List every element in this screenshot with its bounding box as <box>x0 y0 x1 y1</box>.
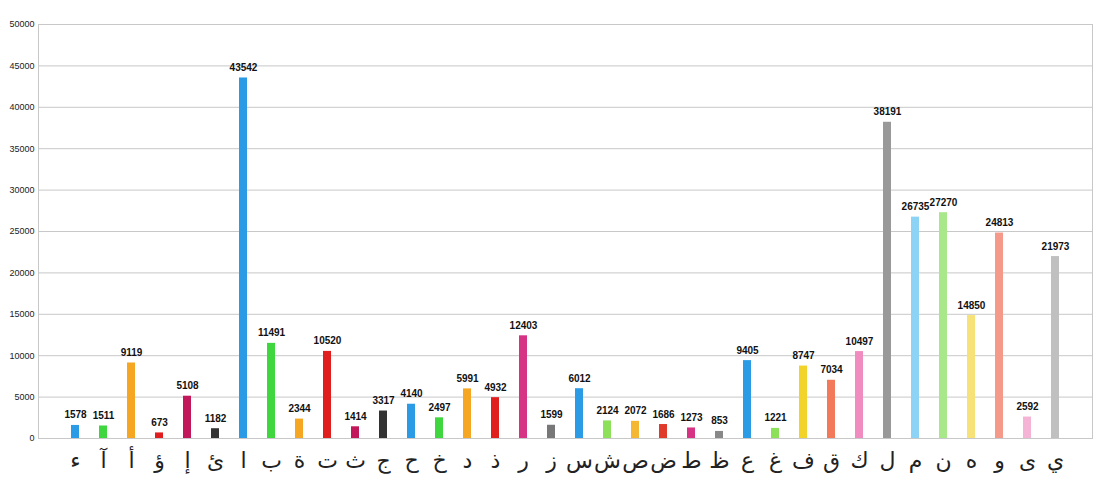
svg-text:43542: 43542 <box>230 62 258 73</box>
svg-text:و: و <box>993 448 1005 473</box>
svg-text:1273: 1273 <box>680 412 703 423</box>
svg-text:2592: 2592 <box>1016 401 1039 412</box>
svg-text:20000: 20000 <box>9 268 34 278</box>
svg-text:11491: 11491 <box>258 327 286 338</box>
svg-text:آ: آ <box>99 447 107 473</box>
svg-text:9119: 9119 <box>121 347 143 358</box>
svg-text:1414: 1414 <box>344 411 367 422</box>
svg-text:7034: 7034 <box>820 364 843 375</box>
svg-text:24813: 24813 <box>986 217 1014 228</box>
svg-text:38191: 38191 <box>874 106 902 117</box>
svg-text:ر: ر <box>517 448 529 473</box>
svg-text:ظ: ظ <box>709 448 729 473</box>
svg-text:21973: 21973 <box>1042 241 1070 252</box>
svg-text:ي: ي <box>1047 448 1064 473</box>
svg-text:2497: 2497 <box>428 402 451 413</box>
svg-text:ع: ع <box>741 448 754 473</box>
svg-text:6012: 6012 <box>568 373 591 384</box>
svg-text:ب: ب <box>261 448 282 473</box>
svg-text:0: 0 <box>29 433 34 443</box>
svg-text:10520: 10520 <box>314 335 342 346</box>
svg-text:خ: خ <box>432 448 447 473</box>
svg-text:15000: 15000 <box>9 309 34 319</box>
svg-text:45000: 45000 <box>9 61 34 71</box>
svg-text:2124: 2124 <box>596 405 619 416</box>
svg-text:ط: ط <box>681 448 701 473</box>
svg-text:9405: 9405 <box>736 345 759 356</box>
svg-text:غ: غ <box>769 448 782 473</box>
svg-text:1686: 1686 <box>652 409 675 420</box>
svg-text:ص: ص <box>622 448 649 474</box>
svg-text:12403: 12403 <box>510 320 538 331</box>
svg-text:إ: إ <box>184 448 190 474</box>
svg-text:2072: 2072 <box>624 405 647 416</box>
svg-text:ك: ك <box>850 448 868 473</box>
svg-text:673: 673 <box>151 417 168 428</box>
svg-text:14850: 14850 <box>958 300 986 311</box>
svg-text:د: د <box>463 448 473 473</box>
svg-text:25000: 25000 <box>9 226 34 236</box>
svg-text:5000: 5000 <box>14 392 34 402</box>
svg-text:س: س <box>566 448 593 474</box>
svg-text:ح: ح <box>404 448 419 473</box>
svg-text:ن: ن <box>935 448 951 473</box>
svg-text:ث: ث <box>345 448 366 473</box>
svg-text:5991: 5991 <box>456 373 479 384</box>
svg-text:ه: ه <box>966 448 978 473</box>
svg-text:ل: ل <box>880 448 896 473</box>
svg-text:ف: ف <box>792 448 815 473</box>
svg-text:1182: 1182 <box>205 413 227 424</box>
svg-text:2344: 2344 <box>288 403 311 414</box>
svg-text:ش: ش <box>594 448 621 474</box>
svg-text:3317: 3317 <box>372 395 395 406</box>
svg-text:ا: ا <box>240 448 246 473</box>
svg-text:30000: 30000 <box>9 185 34 195</box>
svg-text:1578: 1578 <box>64 409 87 420</box>
svg-text:ض: ض <box>650 448 677 474</box>
svg-text:27270: 27270 <box>930 197 958 208</box>
svg-text:1599: 1599 <box>540 409 563 420</box>
svg-text:ة: ة <box>294 448 306 473</box>
svg-text:50000: 50000 <box>9 19 34 29</box>
svg-text:1511: 1511 <box>93 410 115 421</box>
svg-text:10000: 10000 <box>9 351 34 361</box>
svg-text:853: 853 <box>711 415 728 426</box>
svg-text:1221: 1221 <box>764 412 787 423</box>
svg-text:م: م <box>909 448 923 473</box>
svg-text:ذ: ذ <box>491 448 501 473</box>
svg-text:40000: 40000 <box>9 102 34 112</box>
svg-text:5108: 5108 <box>176 380 199 391</box>
svg-text:8747: 8747 <box>792 350 815 361</box>
svg-text:4932: 4932 <box>484 382 507 393</box>
svg-text:أ: أ <box>128 446 134 473</box>
svg-text:ى: ى <box>1019 448 1036 473</box>
svg-text:ؤ: ؤ <box>153 448 165 473</box>
svg-text:ق: ق <box>823 448 840 473</box>
svg-text:ج: ج <box>376 448 391 474</box>
svg-text:10497: 10497 <box>846 336 874 347</box>
svg-text:ئ: ئ <box>207 448 224 473</box>
svg-text:ء: ء <box>70 448 80 473</box>
svg-text:ت: ت <box>317 448 338 473</box>
svg-text:35000: 35000 <box>9 144 34 154</box>
svg-text:4140: 4140 <box>400 388 423 399</box>
svg-text:26735: 26735 <box>902 201 930 212</box>
svg-text:ز: ز <box>545 448 557 473</box>
